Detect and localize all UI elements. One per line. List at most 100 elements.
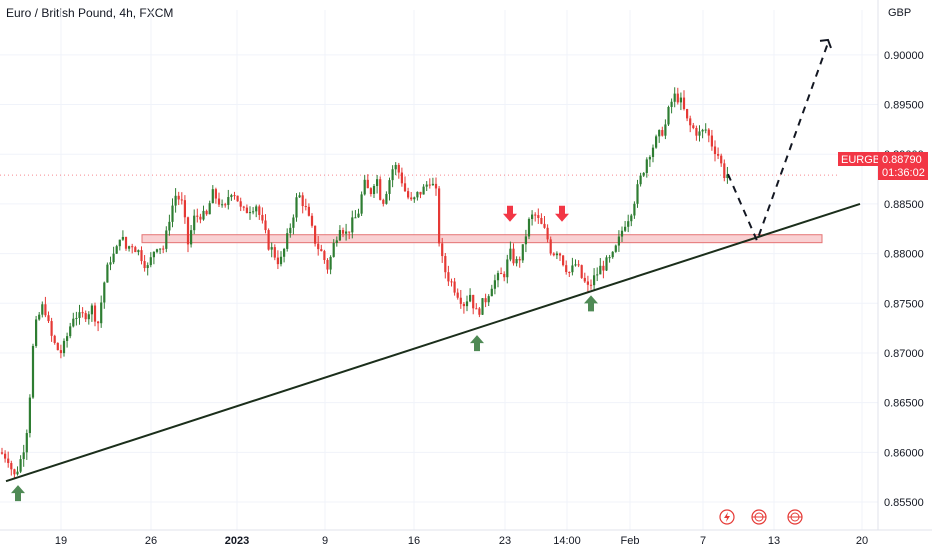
candle-body [527,219,531,237]
candle-body [38,314,41,320]
candle [679,92,682,111]
price-axis[interactable]: GBP [877,0,911,530]
candle [534,212,537,222]
candle [50,317,53,342]
candle-body [264,220,267,231]
candle-body [22,452,25,460]
candle [242,205,245,211]
candle-body [329,256,332,270]
candle-body [707,129,710,136]
candle [224,202,227,208]
globe-icon-1[interactable] [751,509,767,525]
candle-body [363,179,366,195]
candle [453,277,456,296]
candle-body [555,253,558,256]
candle-body [66,336,69,341]
candle [648,155,651,167]
candle-body [633,203,636,216]
candle-body [165,230,168,249]
candle [586,275,589,292]
candle-body [540,217,543,224]
candle [602,260,605,279]
candle [72,312,75,328]
candle-body [283,248,286,257]
candle-body [682,97,686,110]
candle-body [704,129,707,131]
x-tick-label: 23 [499,535,511,547]
candle-body [171,205,174,222]
candle-body [686,109,689,119]
candle-body [366,179,369,189]
candle [682,90,686,111]
candle-body [310,215,314,226]
candle [661,126,664,137]
candle-body [202,210,205,220]
candle [317,235,320,256]
candle-body [465,301,469,307]
candle-body [376,179,379,187]
candle [137,249,140,256]
candle-body [72,318,75,327]
candle [686,108,689,122]
candle [62,338,66,357]
candle [469,288,472,303]
candle [645,157,648,178]
candle-body [304,206,307,208]
candle [152,251,155,265]
candle-body [651,147,655,157]
candle-body [121,236,124,240]
candle [28,394,31,438]
y-tick-label: 0.85500 [884,497,924,509]
candle [279,251,283,267]
candle-body [13,469,16,475]
candle-body [431,183,434,186]
candle-body [252,211,255,213]
projection-path [727,42,829,244]
candle-body [620,230,624,237]
candle-body [611,251,614,258]
candle-body [295,197,298,218]
candle-body [81,312,84,314]
symbol-tag: EURGBP [841,154,887,166]
candle [434,177,438,196]
candle-body [149,257,152,266]
candle [53,334,56,345]
globe-icon-2[interactable] [787,509,803,525]
lightning-icon[interactable] [719,509,735,525]
candle [87,311,90,325]
candle-body [655,136,658,148]
candle [248,206,252,220]
candle-body [292,217,295,228]
candle [391,165,394,188]
candle [707,128,710,143]
x-tick-label: 9 [322,535,328,547]
candle-body [279,256,283,265]
candle [710,129,713,151]
candle-body [664,124,667,136]
candle-body [586,281,589,285]
candle [16,466,19,476]
y-tick-label: 0.87000 [884,348,924,360]
candle-body [177,195,180,200]
candle-body [580,265,583,278]
projection-arrowhead [819,38,832,49]
candle-body [307,206,310,216]
bottom-toolbar[interactable] [719,509,803,525]
x-tick-label: 20 [856,535,868,547]
candle [190,224,193,248]
candle [171,198,174,228]
candle [59,344,62,359]
candle [673,87,676,108]
candle [78,304,81,325]
candle-body [416,191,419,198]
last-price-label: 0.88790 [882,154,922,166]
candle [134,245,137,253]
y-tick-labels: 0.900000.895000.890000.885000.880000.875… [884,50,924,509]
candle-body [428,184,431,186]
candle [35,315,38,348]
candle-body [546,227,549,240]
candle [245,204,248,214]
candle [388,177,391,201]
candle [320,244,323,252]
